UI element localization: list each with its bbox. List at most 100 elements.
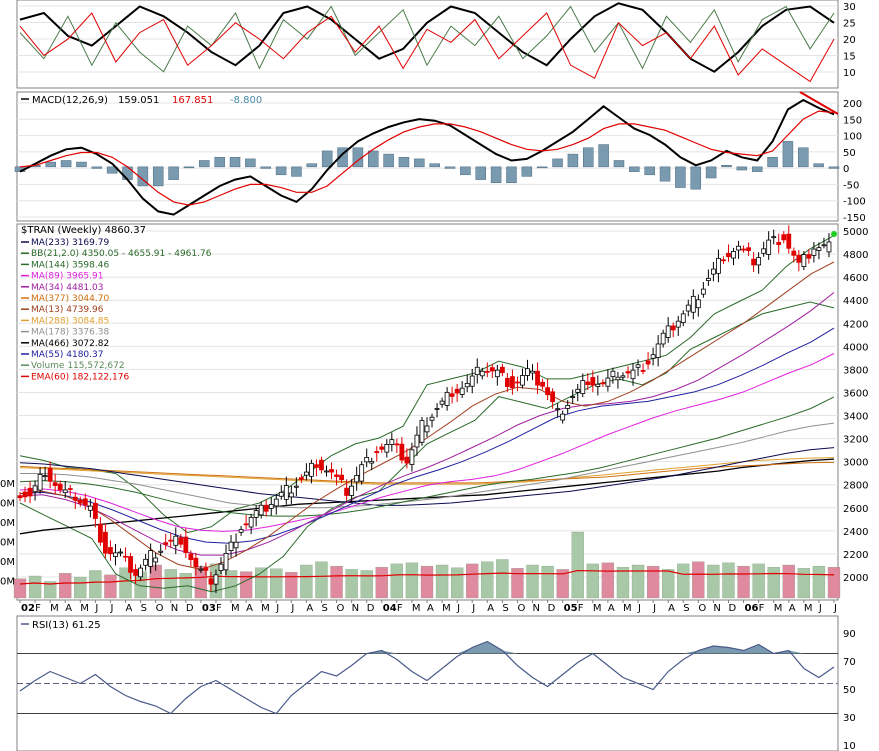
candle-body	[660, 332, 666, 345]
candle-body	[183, 536, 189, 554]
volume-bar	[481, 561, 494, 599]
macd-hist-bar	[644, 166, 655, 176]
volume-bar	[782, 564, 795, 599]
volume-bar	[285, 572, 298, 599]
candle-body	[736, 245, 741, 251]
macd-hist-bar	[60, 160, 72, 168]
candle-body	[103, 531, 108, 554]
volume-bar	[662, 569, 675, 599]
price-y-tick-label: 3200	[843, 435, 868, 446]
x-tick-label: M	[593, 603, 602, 614]
candle-body	[520, 375, 525, 386]
candle-body	[248, 516, 254, 528]
x-tick-label: J	[275, 603, 279, 614]
candle-body	[52, 482, 58, 486]
legend-entry: MA(377) 3044.70	[31, 294, 109, 304]
candle-body	[615, 376, 621, 381]
candle-body	[479, 370, 485, 377]
x-tick-label: O	[156, 603, 164, 614]
macd-hist-bar	[291, 166, 302, 177]
candle-body	[464, 382, 470, 388]
volume-bar	[601, 562, 615, 599]
macd-legend: MACD(12,26,9) 159.051 167.851 -8.800	[21, 95, 262, 106]
candle-body	[711, 268, 716, 275]
osc-y-tick-label: 15	[843, 52, 856, 63]
candle-body	[816, 247, 822, 251]
candle-body	[640, 370, 646, 372]
volume-bar	[707, 564, 720, 599]
price-y-tick-label: 4600	[843, 273, 868, 284]
volume-bar	[435, 564, 449, 599]
price-y-tick-label: 3600	[843, 388, 868, 399]
volume-bar	[797, 568, 811, 599]
x-tick-label: M	[774, 603, 783, 614]
volume-bar	[692, 561, 705, 599]
ma-line-ma55	[19, 327, 835, 544]
volume-bar	[43, 581, 57, 599]
macd-hist-bar	[460, 166, 471, 176]
x-tick-label: F	[759, 603, 765, 614]
macd-hist-bar	[705, 166, 717, 179]
x-tick-label: J	[94, 603, 98, 614]
macd-hist-bar	[767, 157, 778, 168]
candle-body	[123, 555, 128, 558]
candle-body	[550, 391, 556, 403]
volume-bar	[164, 569, 177, 599]
candle-body	[97, 523, 103, 543]
candle-body	[575, 388, 581, 393]
x-tick-label: M	[80, 603, 89, 614]
legend-entry: MA(34) 4481.03	[31, 283, 103, 293]
candle-body	[449, 393, 455, 397]
x-tick-label: J	[818, 603, 822, 614]
x-tick-label: A	[306, 603, 313, 614]
price-y-tick-label: 2600	[843, 504, 868, 515]
candle-body	[193, 557, 199, 568]
macd-hist-bar	[536, 166, 548, 169]
candle-body	[288, 492, 294, 498]
candle-body	[233, 541, 239, 549]
macd-hist-value: -8.800	[230, 95, 262, 106]
price-y-tick-label: 3400	[843, 412, 868, 423]
volume-bar	[255, 567, 268, 599]
macd-hist-bar	[659, 166, 671, 182]
rsi-y-tick-label: 90	[843, 629, 856, 640]
macd-hist-bar	[367, 150, 379, 168]
rsi-overbought-fill	[20, 641, 834, 654]
candle-body	[399, 443, 405, 461]
candle-body	[108, 547, 113, 555]
candle-body	[148, 550, 154, 567]
legend-entry: MA(288) 3084.85	[31, 316, 109, 326]
macd-hist-bar	[475, 166, 487, 180]
candle-body	[339, 474, 344, 481]
volume-bar	[466, 563, 479, 599]
candle-body	[489, 367, 495, 372]
volume-bar	[827, 567, 841, 599]
candle-body	[359, 464, 365, 482]
volume-ema-line	[19, 569, 835, 585]
candle-body	[570, 396, 576, 399]
macd-hist-bar	[398, 157, 410, 168]
candle-body	[384, 444, 390, 453]
legend-entry: MA(466) 3072.82	[31, 339, 109, 349]
volume-bar	[677, 563, 690, 599]
candle-body	[128, 556, 133, 573]
candle-body	[293, 485, 299, 488]
rsi-title: RSI(13) 61.25	[32, 620, 101, 631]
x-tick-label: N	[713, 603, 720, 614]
candle-body	[334, 474, 339, 477]
candle-body	[690, 295, 696, 313]
bollinger-lower	[19, 301, 835, 593]
candle-body	[811, 248, 817, 256]
rsi-y-tick-label: 30	[843, 713, 856, 724]
macd-y-tick-label: 200	[843, 99, 862, 110]
candle-body	[826, 241, 832, 253]
macd-y-tick-label: -100	[843, 197, 866, 208]
macd-hist-bar	[629, 166, 640, 172]
candle-body	[705, 277, 711, 281]
candle-body	[645, 360, 651, 365]
volume-bar	[450, 567, 464, 599]
x-tick-label: F	[35, 603, 41, 614]
osc-series-black	[19, 2, 835, 73]
candle-body	[374, 451, 380, 454]
macd-y-tick-label: 150	[843, 115, 862, 126]
